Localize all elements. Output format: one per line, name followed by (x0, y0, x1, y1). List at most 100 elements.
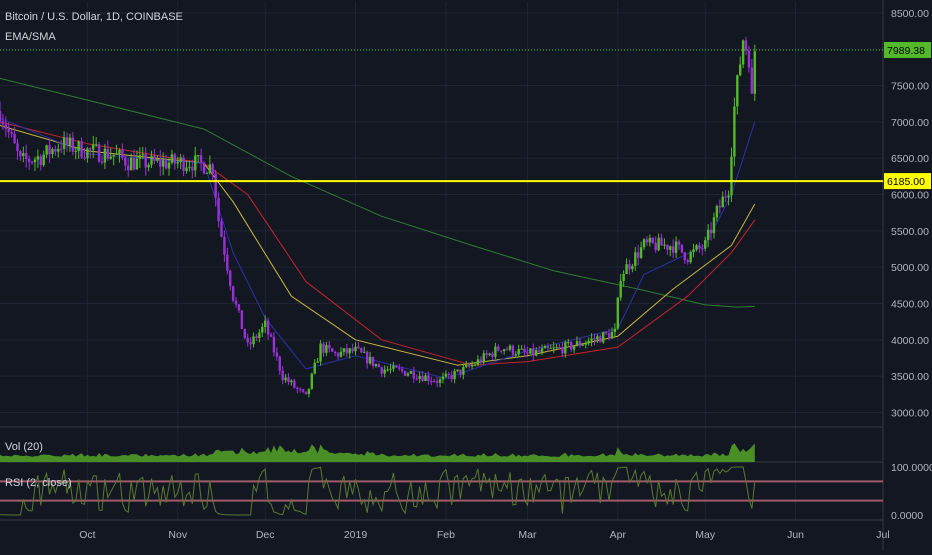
candle-up (715, 206, 719, 218)
candle-down (400, 368, 404, 371)
x-tick-label: May (695, 529, 716, 541)
candle-up (473, 364, 477, 366)
volume-area (0, 443, 755, 462)
candle-down (304, 391, 308, 395)
candle-up (316, 361, 319, 363)
candle-down (569, 342, 573, 350)
candle-up (488, 353, 491, 356)
candle-up (517, 349, 520, 355)
candle-down (199, 155, 203, 163)
candle-down (7, 128, 10, 132)
x-tick-label: Dec (256, 529, 275, 541)
candle-up (739, 64, 742, 76)
candle-up (94, 144, 98, 146)
candle-down (546, 346, 550, 349)
candle-down (491, 353, 494, 357)
y-tick-label: 6000.00 (891, 190, 929, 202)
candle-down (698, 245, 701, 249)
candle-up (258, 332, 261, 338)
candle-up (86, 148, 89, 159)
candle-down (322, 343, 325, 353)
candle-up (392, 365, 395, 369)
candle-down (278, 356, 281, 371)
candle-down (223, 236, 226, 255)
y-tick-label: 5000.00 (891, 262, 929, 274)
candle-down (16, 143, 19, 152)
candle-down (234, 300, 238, 305)
candle-down (229, 270, 232, 287)
candle-down (467, 365, 471, 367)
candle-down (59, 148, 63, 150)
candle-up (42, 154, 45, 166)
candle-down (683, 252, 687, 261)
candle-up (313, 362, 316, 374)
candle-down (398, 367, 401, 369)
candle-down (164, 160, 168, 169)
candle-down (127, 165, 130, 171)
candle-up (103, 148, 107, 163)
support-level-tag-text: 6185.00 (887, 176, 925, 188)
candle-up (721, 196, 724, 208)
candle-up (634, 252, 637, 267)
candle-down (266, 320, 270, 335)
candle-up (567, 342, 570, 344)
candle-down (380, 367, 383, 374)
candle-down (526, 352, 529, 354)
rsi-line (0, 466, 756, 516)
candle-up (552, 347, 555, 349)
candle-down (357, 346, 360, 349)
candle-down (578, 341, 582, 346)
candle-down (19, 151, 22, 157)
candle-down (365, 351, 369, 364)
candle-down (153, 155, 156, 161)
candle-down (298, 388, 302, 390)
candle-down (371, 356, 375, 367)
candle-down (336, 353, 340, 357)
candle-up (642, 239, 646, 248)
x-tick-label: Feb (437, 529, 455, 541)
candle-up (613, 328, 617, 332)
candle-up (741, 40, 745, 65)
y-tick-label: 5500.00 (891, 226, 929, 238)
candle-up (549, 348, 552, 350)
candle-up (625, 264, 628, 275)
candle-down (191, 166, 194, 171)
last-price-tag (884, 41, 931, 58)
candle-down (301, 389, 305, 392)
candle-up (115, 153, 118, 155)
candle-down (532, 348, 535, 356)
candle-down (459, 369, 462, 375)
candle-up (348, 348, 351, 354)
candle-down (427, 375, 430, 382)
candle-up (319, 343, 322, 362)
candle-down (237, 304, 241, 311)
rsi-tick-label: 100.0000 (891, 462, 932, 474)
candle-down (450, 374, 453, 380)
candle-up (736, 75, 739, 107)
candle-down (750, 67, 754, 94)
candle-down (202, 162, 206, 174)
x-tick-label: Apr (610, 529, 627, 541)
candle-down (599, 336, 602, 343)
candle-down (97, 144, 101, 162)
candle-up (51, 148, 54, 155)
y-tick-label: 7500.00 (891, 81, 929, 93)
candle-up (374, 364, 378, 367)
y-tick-label: 3000.00 (891, 407, 929, 419)
candle-up (584, 343, 587, 345)
x-tick-label: 2019 (344, 529, 368, 541)
candle-up (92, 144, 95, 150)
candle-up (339, 351, 343, 357)
candle-down (680, 244, 684, 253)
x-tick-label: Jul (876, 529, 889, 541)
candle-up (470, 364, 474, 367)
candle-down (182, 157, 185, 171)
candle-down (132, 157, 136, 170)
candle-up (147, 164, 150, 168)
candle-down (121, 149, 124, 158)
candle-down (561, 347, 564, 354)
candle-up (261, 326, 264, 333)
candle-up (639, 247, 643, 258)
y-tick-label: 8500.00 (891, 8, 929, 20)
